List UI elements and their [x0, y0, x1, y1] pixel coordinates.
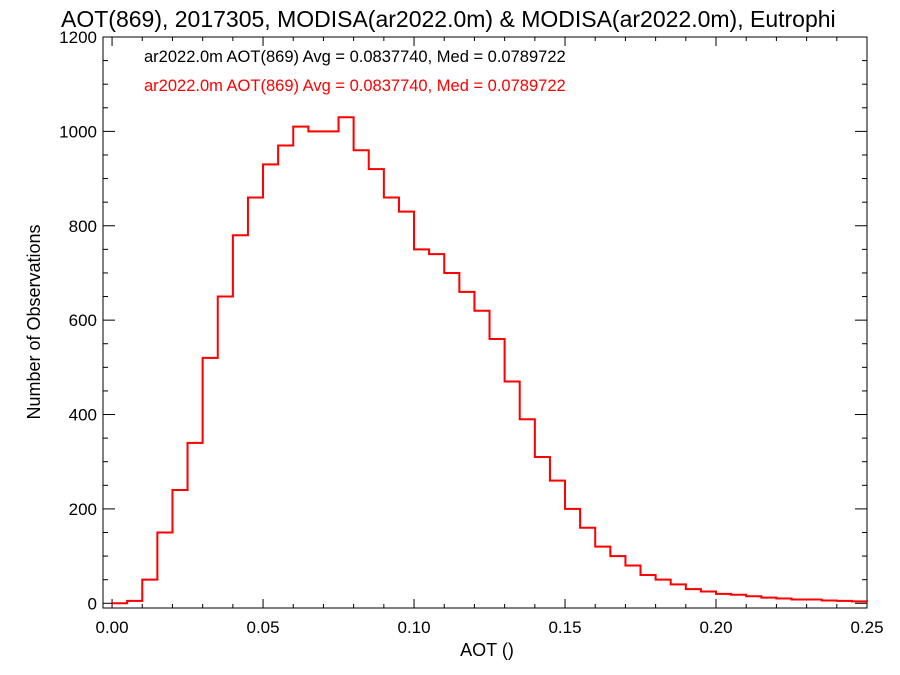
x-tick-label: 0.10: [397, 618, 430, 637]
y-axis-ticks: 0 200 400 600 800 1000 1200: [59, 28, 867, 613]
y-tick-label: 200: [69, 500, 97, 519]
plot-area: 0.00 0.05 0.10 0.15 0.20 0.25 0 200 400 600 800 10…: [59, 28, 883, 637]
y-tick-label: 1200: [59, 28, 97, 47]
chart-title: AOT(869), 2017305, MODISA(ar2022.0m) & M…: [61, 6, 836, 32]
y-tick-label: 1000: [59, 122, 97, 141]
y-axis-label: Number of Observations: [24, 224, 44, 419]
series-black-line: [112, 116, 868, 605]
x-tick-label: 0.00: [96, 618, 129, 637]
x-axis-ticks: 0.00 0.05 0.10 0.15 0.20 0.25: [96, 37, 884, 637]
y-tick-label: 600: [69, 311, 97, 330]
y-tick-label: 0: [88, 594, 97, 613]
plot-frame: [102, 36, 868, 609]
annotation-black: ar2022.0m AOT(869) Avg = 0.0837740, Med …: [144, 48, 566, 66]
series-red-line: [112, 116, 868, 605]
x-tick-label: 0.20: [699, 618, 732, 637]
x-tick-label: 0.25: [850, 618, 883, 637]
x-tick-label: 0.15: [548, 618, 581, 637]
x-tick-label: 0.05: [247, 618, 280, 637]
y-tick-label: 400: [69, 406, 97, 425]
y-tick-label: 800: [69, 217, 97, 236]
x-axis-label: AOT (): [460, 640, 514, 660]
annotation-red: ar2022.0m AOT(869) Avg = 0.0837740, Med …: [144, 77, 566, 95]
